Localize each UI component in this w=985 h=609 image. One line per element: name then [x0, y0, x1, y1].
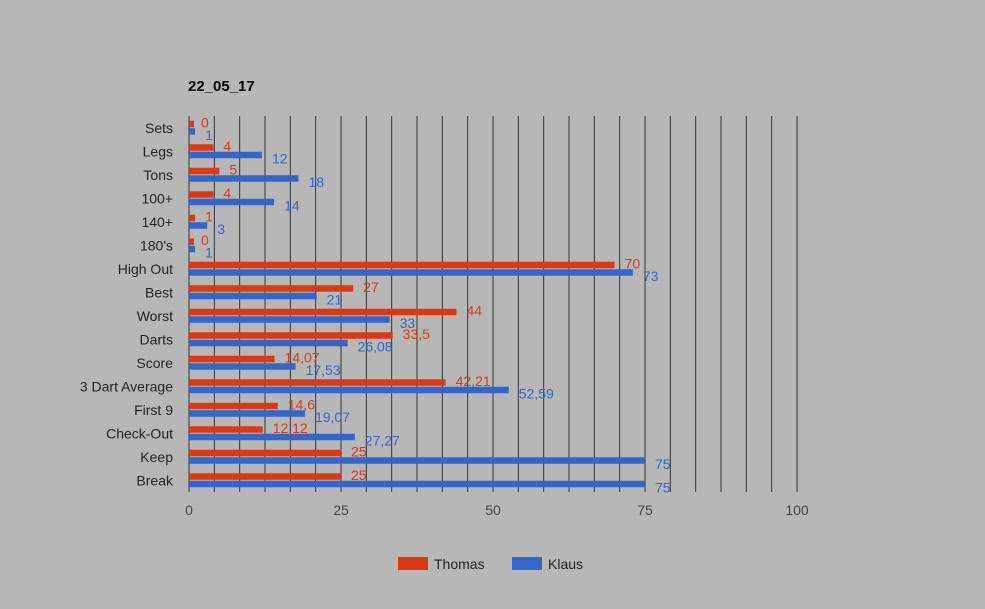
data-label-thomas: 25	[351, 443, 367, 459]
chart-title: 22_05_17	[188, 78, 255, 95]
data-label-thomas: 4	[223, 138, 231, 154]
data-label-klaus: 21	[327, 291, 343, 307]
category-label: Sets	[145, 120, 173, 136]
bar-thomas[interactable]	[189, 402, 278, 410]
category-label: 140+	[141, 214, 173, 230]
category-labels: Sets Legs Tons 100+ 140+ 180's High Out Best Wor…	[80, 120, 174, 489]
legend-swatch-klaus[interactable]	[512, 557, 542, 570]
bar-thomas[interactable]	[189, 332, 393, 339]
bar-thomas[interactable]	[189, 473, 341, 480]
bar-klaus[interactable]	[189, 198, 275, 206]
bar-thomas[interactable]	[189, 449, 341, 457]
bar-klaus[interactable]	[189, 175, 299, 182]
bar-klaus[interactable]	[189, 363, 296, 370]
bar-klaus[interactable]	[189, 292, 317, 300]
category-label: 3 Dart Average	[80, 378, 173, 394]
legend-swatch-thomas[interactable]	[398, 557, 428, 570]
category-label: 180's	[140, 237, 173, 253]
bar-thomas[interactable]	[189, 261, 615, 269]
data-label-klaus: 26,08	[358, 338, 393, 354]
category-label: Legs	[143, 143, 173, 159]
data-label-klaus: 75	[655, 479, 671, 495]
bar-thomas[interactable]	[189, 355, 275, 363]
bar-klaus[interactable]	[189, 269, 633, 276]
data-label-thomas: 33,5	[403, 326, 430, 342]
category-label: First 9	[134, 402, 173, 418]
bars	[189, 120, 645, 488]
category-label: Break	[136, 472, 174, 488]
category-label: 100+	[141, 190, 173, 206]
data-label-thomas: 0	[201, 114, 209, 130]
bar-thomas[interactable]	[189, 426, 263, 433]
bar-klaus[interactable]	[189, 386, 509, 394]
legend-label-thomas[interactable]: Thomas	[434, 556, 485, 572]
legend-label-klaus[interactable]: Klaus	[548, 556, 583, 572]
category-label: Keep	[140, 449, 173, 465]
x-tick-label: 25	[333, 502, 349, 518]
data-label-klaus: 19,07	[315, 409, 350, 425]
data-label-thomas: 4	[223, 185, 231, 201]
category-label: Check-Out	[106, 425, 173, 441]
bar-klaus[interactable]	[189, 151, 262, 159]
data-label-klaus: 73	[643, 268, 659, 284]
data-label-thomas: 12,12	[273, 420, 308, 436]
bar-klaus[interactable]	[189, 316, 390, 323]
data-label-klaus: 18	[308, 174, 324, 190]
data-label-klaus: 17,53	[306, 362, 341, 378]
x-tick-label: 100	[785, 502, 809, 518]
data-label-thomas: 27	[363, 279, 379, 295]
bar-thomas[interactable]	[189, 144, 214, 151]
bar-klaus[interactable]	[189, 480, 645, 488]
bar-klaus[interactable]	[189, 433, 355, 441]
data-label-klaus: 1	[205, 244, 213, 260]
data-label-thomas: 14,07	[285, 349, 320, 365]
data-labels: 01412518414130170732721443333,526,0814,0…	[201, 114, 671, 495]
gridlines	[188, 116, 798, 492]
bar-klaus[interactable]	[189, 410, 305, 417]
category-label: High Out	[118, 261, 173, 277]
data-label-klaus: 12	[272, 150, 288, 166]
x-tick-label: 0	[185, 502, 193, 518]
category-label: Tons	[143, 167, 173, 183]
bar-klaus[interactable]	[189, 222, 208, 229]
bar-klaus[interactable]	[189, 457, 645, 464]
bar-thomas[interactable]	[189, 120, 194, 128]
category-label: Worst	[137, 308, 173, 324]
category-label: Darts	[140, 331, 173, 347]
x-tick-label: 50	[485, 502, 501, 518]
bar-thomas[interactable]	[189, 285, 354, 292]
bar-thomas[interactable]	[189, 167, 220, 175]
data-label-klaus: 27,27	[365, 432, 400, 448]
bar-thomas[interactable]	[189, 308, 457, 316]
data-label-klaus: 14	[284, 197, 300, 213]
data-label-klaus: 52,59	[519, 385, 554, 401]
data-label-klaus: 33	[400, 315, 416, 331]
bar-thomas[interactable]	[189, 191, 214, 198]
data-label-thomas: 14,6	[288, 396, 315, 412]
bar-thomas[interactable]	[189, 379, 446, 386]
category-label: Score	[136, 355, 173, 371]
bar-klaus[interactable]	[189, 128, 196, 135]
bar-thomas[interactable]	[189, 238, 194, 245]
bar-klaus[interactable]	[189, 245, 196, 253]
data-label-klaus: 1	[205, 127, 213, 143]
legend[interactable]: Thomas Klaus	[398, 556, 583, 572]
x-tick-label: 75	[637, 502, 653, 518]
data-label-thomas: 1	[205, 208, 213, 224]
data-label-klaus: 3	[217, 221, 225, 237]
data-label-thomas: 42,21	[456, 373, 491, 389]
bar-klaus[interactable]	[189, 339, 348, 347]
data-label-klaus: 75	[655, 456, 671, 472]
data-label-thomas: 25	[351, 467, 367, 483]
category-label: Best	[145, 284, 173, 300]
bar-thomas[interactable]	[189, 214, 196, 222]
data-label-thomas: 44	[467, 302, 483, 318]
data-label-thomas: 70	[625, 255, 641, 271]
x-axis-ticks: 0 25 50 75 100	[185, 502, 809, 518]
data-label-thomas: 5	[229, 161, 237, 177]
data-label-thomas: 0	[201, 232, 209, 248]
